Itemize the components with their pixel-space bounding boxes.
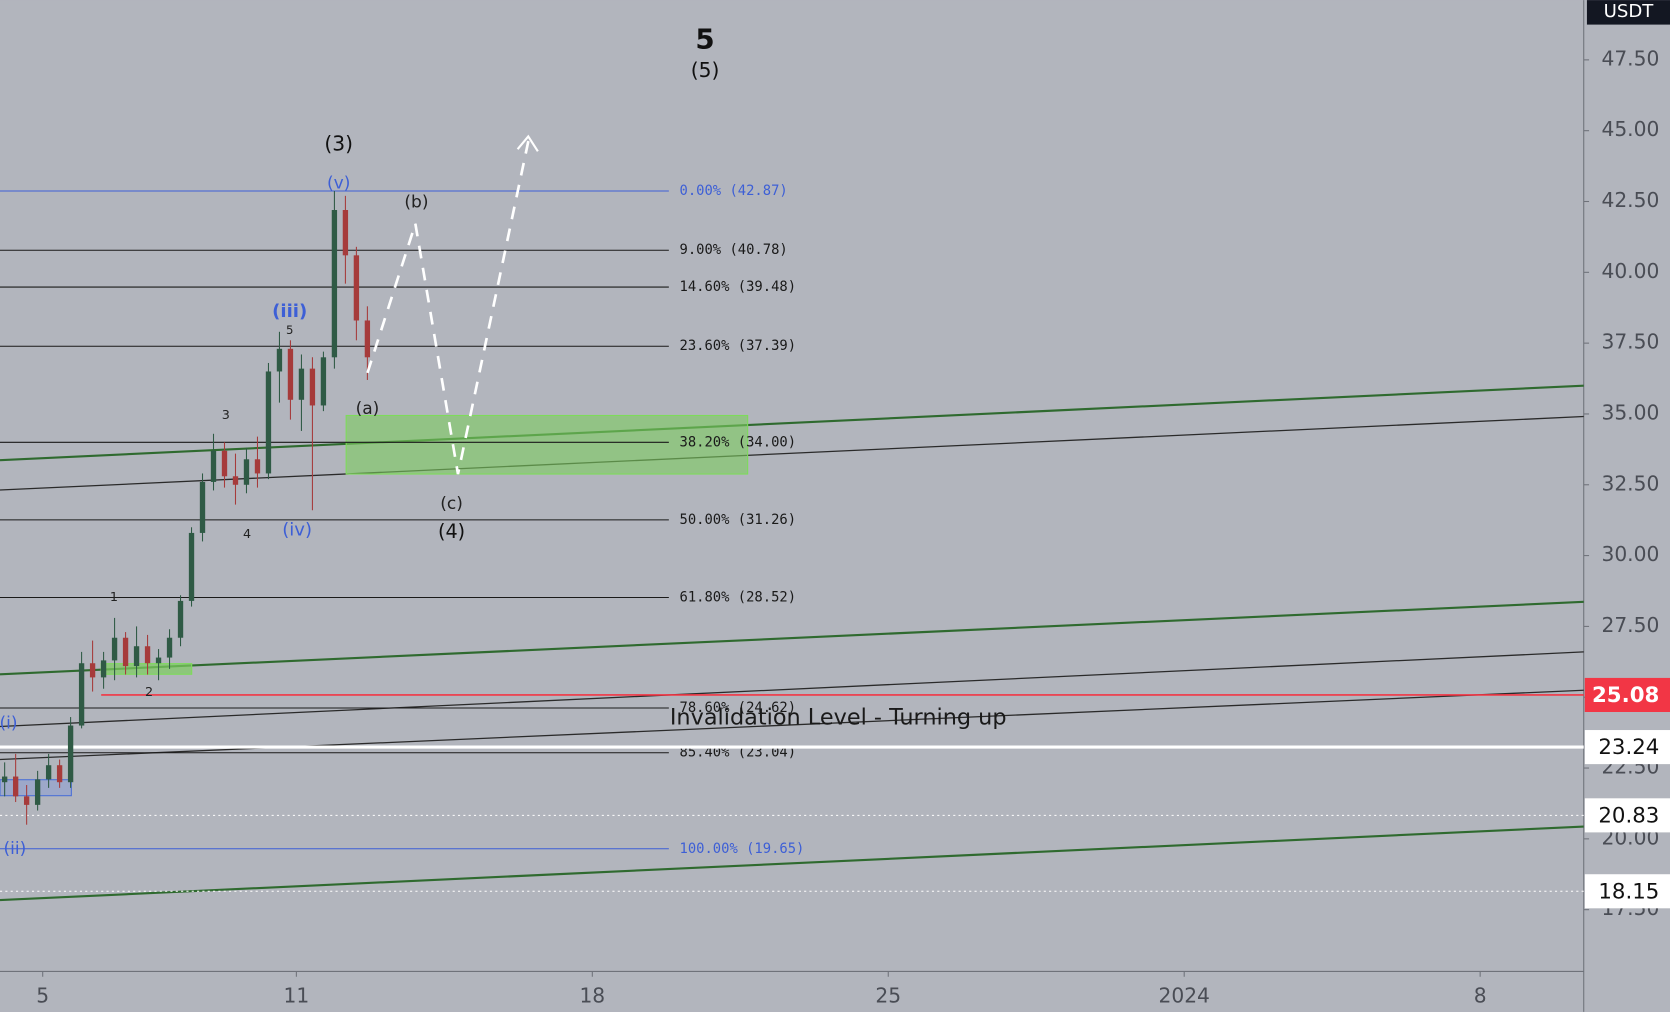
wave-label: (iv) bbox=[282, 519, 312, 540]
candle-body bbox=[122, 637, 129, 667]
fib-label: 85.40% (23.04) bbox=[680, 745, 797, 761]
trendline bbox=[0, 651, 1584, 728]
wave-label: 4 bbox=[243, 527, 251, 542]
candle-body bbox=[78, 663, 85, 726]
y-tick-label: 42.50 bbox=[1601, 188, 1659, 212]
candle-body bbox=[243, 459, 250, 485]
candle-body bbox=[364, 320, 371, 358]
price-badge-label: 25.08 bbox=[1592, 683, 1659, 708]
fib-label: 0.00% (42.87) bbox=[680, 183, 788, 199]
y-tick-label: 30.00 bbox=[1601, 542, 1659, 566]
trendline bbox=[0, 384, 1584, 462]
y-tick-label: 35.00 bbox=[1601, 400, 1659, 424]
candle-body bbox=[133, 646, 140, 667]
candle-body bbox=[276, 348, 283, 372]
wave-label: (3) bbox=[324, 131, 353, 155]
x-tick-label: 11 bbox=[284, 983, 310, 1007]
x-tick-label: 8 bbox=[1474, 983, 1487, 1007]
fib-label: 14.60% (39.48) bbox=[680, 279, 797, 295]
wave-label: (b) bbox=[404, 192, 428, 212]
y-tick-label: 27.50 bbox=[1601, 613, 1659, 637]
candle-body bbox=[309, 368, 316, 406]
projection bbox=[366, 136, 531, 475]
wave-label: 2 bbox=[145, 685, 153, 700]
wave-label: (v) bbox=[327, 173, 350, 193]
fib-label: 38.20% (34.00) bbox=[680, 434, 797, 450]
price-badge bbox=[1584, 730, 1670, 765]
fib-label: 23.60% (37.39) bbox=[680, 338, 797, 354]
price-badge bbox=[1584, 874, 1670, 909]
candle-body bbox=[210, 450, 217, 482]
candle-body bbox=[89, 663, 96, 678]
candle-body bbox=[100, 660, 107, 678]
candle-body bbox=[177, 600, 184, 638]
candle-body bbox=[23, 796, 30, 805]
fib-label: 9.00% (40.78) bbox=[680, 242, 788, 258]
candle-body bbox=[67, 725, 74, 783]
candle-body bbox=[56, 765, 63, 783]
wave-label: (i) bbox=[0, 713, 18, 733]
wave-label: (a) bbox=[356, 399, 380, 419]
x-tick-label: 2024 bbox=[1158, 983, 1209, 1007]
candle-body bbox=[320, 357, 327, 406]
wave-label: (c) bbox=[440, 494, 463, 514]
trendline bbox=[0, 415, 1584, 491]
wave-label: 5 bbox=[286, 323, 293, 337]
candle-body bbox=[342, 210, 349, 256]
y-tick-label: 32.50 bbox=[1601, 471, 1659, 495]
wave-label: (5) bbox=[691, 58, 720, 82]
candle-body bbox=[166, 637, 173, 658]
y-tick-label: 45.00 bbox=[1601, 117, 1659, 141]
price-badge-label: 23.24 bbox=[1598, 735, 1659, 760]
candle-body bbox=[298, 368, 305, 400]
x-tick-label: 18 bbox=[579, 983, 605, 1007]
wave-label: Invalidation Level - Turning up bbox=[670, 704, 1007, 730]
candle-body bbox=[287, 348, 294, 400]
candle-body bbox=[155, 657, 162, 664]
projection-arrow bbox=[516, 134, 539, 152]
y-tick-label: 37.50 bbox=[1601, 330, 1659, 354]
price-badge-label: 18.15 bbox=[1598, 879, 1659, 904]
wave-label: 5 bbox=[695, 23, 714, 56]
candle-body bbox=[1, 776, 8, 783]
candle-body bbox=[353, 255, 360, 321]
candle-body bbox=[34, 779, 41, 805]
y-tick-label: 47.50 bbox=[1601, 46, 1659, 70]
wave-label: (iii) bbox=[272, 301, 307, 322]
wave-label: (ii) bbox=[4, 839, 27, 859]
x-tick-label: 5 bbox=[36, 983, 49, 1007]
candle-body bbox=[188, 532, 195, 601]
y-tick-label: 40.00 bbox=[1601, 259, 1659, 283]
fib-label: 78.60% (24.62) bbox=[680, 700, 797, 716]
candle-body bbox=[265, 371, 272, 474]
wave-label: 1 bbox=[110, 590, 118, 605]
currency-badge bbox=[1586, 0, 1670, 25]
fib-label: 50.00% (31.26) bbox=[680, 512, 797, 528]
candle-body bbox=[254, 459, 261, 474]
candle-body bbox=[232, 476, 239, 485]
candle-body bbox=[45, 765, 52, 780]
x-tick-label: 25 bbox=[875, 983, 901, 1007]
trendline bbox=[0, 825, 1584, 902]
candle-body bbox=[12, 776, 19, 797]
candle-body bbox=[144, 646, 151, 664]
price-badge bbox=[1584, 798, 1670, 833]
candle-body bbox=[221, 450, 228, 477]
fib-label: 61.80% (28.52) bbox=[680, 590, 797, 606]
wave-label: (4) bbox=[438, 520, 465, 543]
price-badge-label: 20.83 bbox=[1598, 803, 1659, 828]
trendline bbox=[0, 600, 1584, 676]
fib-label: 100.00% (19.65) bbox=[680, 841, 805, 857]
currency: USDT bbox=[1604, 1, 1655, 22]
candle-body bbox=[199, 481, 206, 533]
target-zone bbox=[345, 414, 749, 475]
candle-body bbox=[331, 210, 338, 358]
wave-label: 3 bbox=[222, 408, 230, 423]
price-badge bbox=[1584, 677, 1670, 712]
candle-body bbox=[111, 637, 118, 661]
